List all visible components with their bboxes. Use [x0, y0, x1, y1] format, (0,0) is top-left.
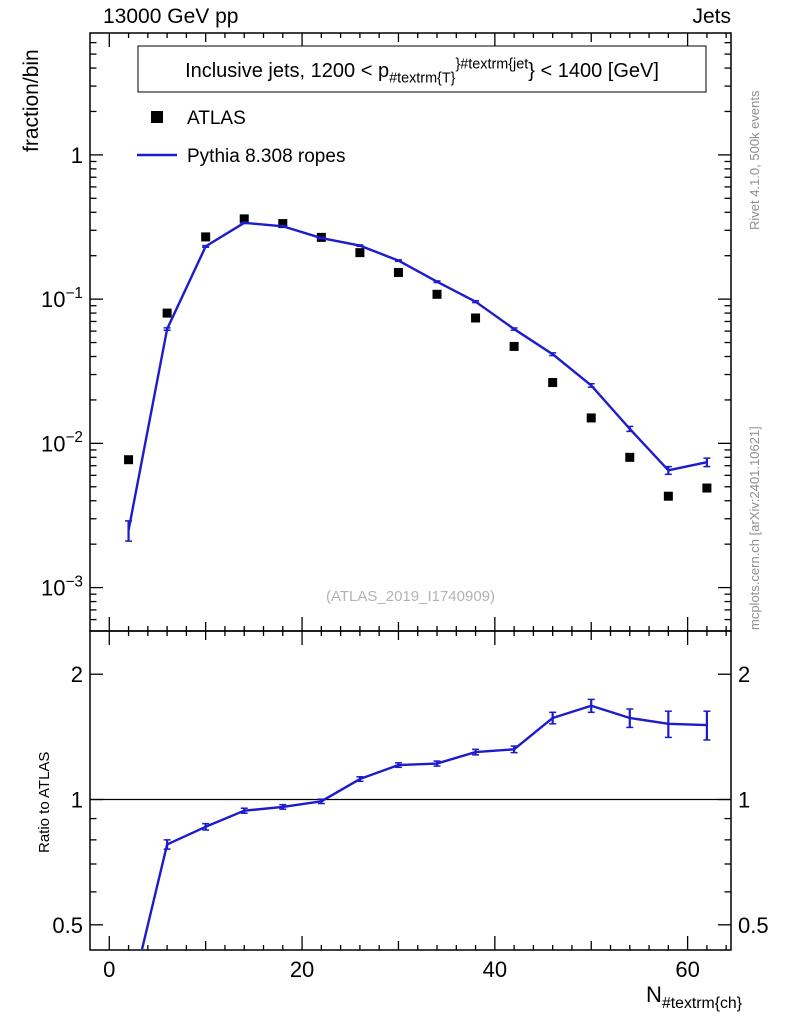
svg-text:1: 1	[738, 788, 750, 813]
svg-text:1: 1	[71, 788, 83, 813]
svg-text:10−2: 10−2	[41, 429, 83, 456]
beam-energy-label: 13000 GeV pp	[103, 5, 239, 28]
svg-text:40: 40	[483, 957, 507, 982]
analysis-group-label: Jets	[692, 5, 731, 28]
svg-text:60: 60	[675, 957, 699, 982]
svg-text:(ATLAS_2019_I1740909): (ATLAS_2019_I1740909)	[326, 588, 495, 605]
svg-text:ATLAS: ATLAS	[187, 108, 246, 129]
svg-text:Inclusive jets, 1200 < p#textr: Inclusive jets, 1200 < p#textrm{T}}#text…	[185, 57, 659, 87]
svg-text:N#textrm{ch}: N#textrm{ch}	[646, 982, 742, 1012]
svg-text:0: 0	[103, 957, 115, 982]
svg-text:1: 1	[71, 143, 83, 168]
svg-text:2: 2	[71, 662, 83, 687]
svg-text:10−1: 10−1	[41, 285, 83, 312]
svg-text:2: 2	[738, 662, 750, 687]
svg-text:10−3: 10−3	[41, 573, 83, 600]
svg-text:20: 20	[290, 957, 314, 982]
svg-text:0.5: 0.5	[52, 913, 83, 938]
svg-text:Pythia 8.308 ropes: Pythia 8.308 ropes	[187, 146, 345, 167]
svg-text:0.5: 0.5	[738, 913, 769, 938]
